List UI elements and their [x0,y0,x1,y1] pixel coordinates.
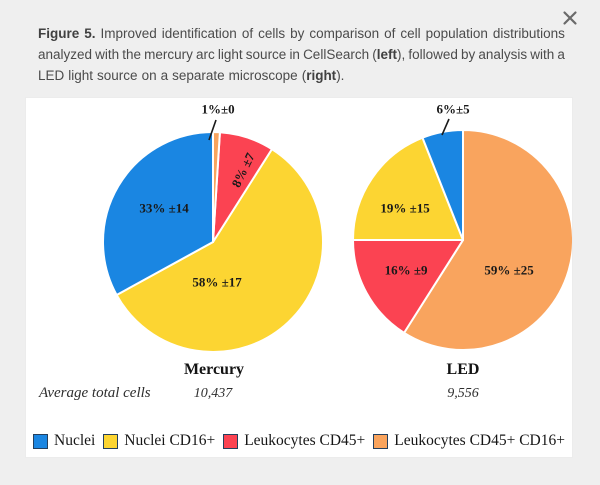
legend: Nuclei Nuclei CD16+ Leukocytes CD45+ Leukoc… [33,432,565,450]
caption-word: comparison [309,26,380,41]
legend-label: Leukocytes CD45+ [244,432,366,449]
average-total-cells-label: Average total cells [39,385,151,401]
pie-slice-nuclei-cd16- [115,148,324,353]
legend-label: Nuclei [54,432,96,449]
legend-swatch [103,433,119,449]
caption-word: by [290,26,305,41]
caption-word: (right). [301,68,345,83]
caption-word: a [557,47,565,62]
caption-word: analysis [478,47,528,62]
slice-label: 1%±0 [201,102,234,117]
slice-label: 6%±5 [436,102,470,117]
caption-word: source [245,47,287,62]
legend-item: Leukocytes CD45+ [223,432,365,450]
caption-word: microscope [228,68,298,83]
figure-caption: Figure 5. Improved identification of cells by c… [38,26,565,89]
caption-word: of [384,26,396,41]
caption-word: light [217,47,243,62]
pie-slice-leukocytes-cd45-cd16- [212,131,221,243]
caption-word: LED [38,68,65,83]
average-total-led: 9,556 [447,386,479,401]
caption-word: mercury [144,47,193,62]
legend-swatch [373,433,389,449]
caption-word: arc [196,47,215,62]
slice-label: 16% ±9 [385,263,428,278]
caption-word: by [460,47,476,62]
caption-word: with [530,47,555,62]
caption-word: distributions [492,26,565,41]
caption-word: of [241,26,254,41]
caption-word: cell [400,26,421,41]
caption-word: light [68,68,94,83]
pie-slice-nuclei [421,129,464,241]
slice-label: 19% ±15 [380,201,430,216]
caption-word: Figure [38,26,80,41]
label-leader-line [441,118,450,136]
pie-led: 59% ±25 16% ±9 19% ±15 6%±5 [352,102,572,351]
pie-slice-nuclei-cd16- [352,136,464,241]
legend-swatch [223,433,239,449]
caption-line: LED light source on a separate microscope (righ… [38,68,565,89]
caption-word: population [425,26,488,41]
pie-slice-nuclei [102,131,214,296]
caption-word: a [160,68,169,83]
pie-slice-leukocytes-cd45-cd16- [403,129,572,351]
caption-word: identification [161,26,237,41]
slice-label: 59% ±25 [484,263,534,278]
legend-item: Leukocytes CD45+ CD16+ [373,432,565,450]
caption-word: 5. [84,26,96,41]
legend-label: Nuclei CD16+ [124,432,216,449]
slice-label: 33% ±14 [139,201,189,216]
caption-word: the [122,47,142,62]
legend-label: Leukocytes CD45+ CD16+ [394,432,565,449]
pie-title-led: LED [446,361,480,378]
caption-word: CellSearch [303,47,370,62]
close-icon [563,11,577,25]
figure-image: 1%±0 8% ±7 58% ±17 33% ±14 59% ±25 16% ±9 19% … [25,97,573,458]
caption-word: cells [258,26,286,41]
caption-word: separate [172,68,225,83]
caption-word: with [95,47,120,62]
caption-line: Figure 5. Improved identification of cells by c… [38,26,565,47]
legend-swatch [33,433,48,449]
slice-label: 58% ±17 [192,275,242,290]
caption-word: analyzed [38,47,93,62]
caption-word: source [97,68,138,83]
caption-word: (left), [372,47,406,62]
legend-item: Nuclei CD16+ [103,432,215,450]
legend-item: Nuclei [33,432,95,450]
average-total-mercury: 10,437 [193,386,233,401]
caption-word: in [289,47,300,62]
pie-slice-leukocytes-cd45- [352,239,464,334]
close-button[interactable] [560,8,580,28]
caption-word: Improved [100,26,157,41]
caption-word: followed [408,47,458,62]
label-leader-line [208,119,217,141]
pie-title-mercury: Mercury [183,361,245,378]
caption-line: analyzed with the mercury arc light source in Ce… [38,47,565,68]
caption-word: on [141,68,157,83]
